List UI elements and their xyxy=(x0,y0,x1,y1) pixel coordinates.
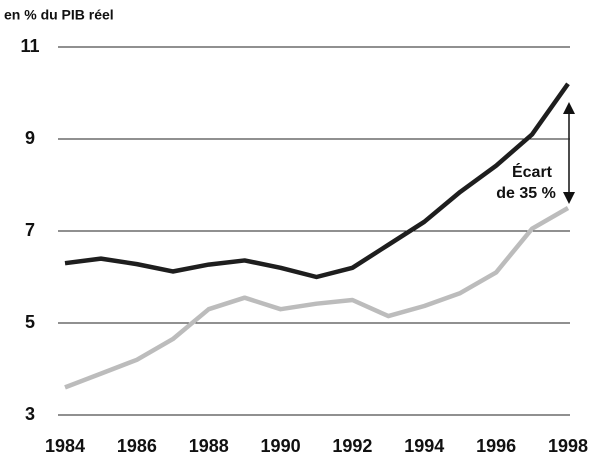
series-line xyxy=(64,82,570,280)
x-tick-label: 1990 xyxy=(261,436,301,456)
annotation: Écart xyxy=(512,162,553,181)
series-line xyxy=(64,206,570,390)
y-tick-label: 5 xyxy=(25,312,35,332)
y-tick-label: 7 xyxy=(25,220,35,240)
x-tick-label: 1994 xyxy=(404,436,444,456)
y-tick-label: 9 xyxy=(25,128,35,148)
x-tick-label: 1996 xyxy=(476,436,516,456)
annotation: de 35 % xyxy=(496,185,556,202)
x-tick-label: 1998 xyxy=(548,436,588,456)
y-tick-label: 11 xyxy=(20,36,39,56)
x-tick-label: 1992 xyxy=(332,436,372,456)
x-tick-label: 1986 xyxy=(117,436,157,456)
x-tick-label: 1984 xyxy=(45,436,85,456)
x-tick-label: 1988 xyxy=(189,436,229,456)
y-axis-label: en % du PIB réel xyxy=(4,7,114,23)
y-tick-label: 3 xyxy=(25,404,35,424)
